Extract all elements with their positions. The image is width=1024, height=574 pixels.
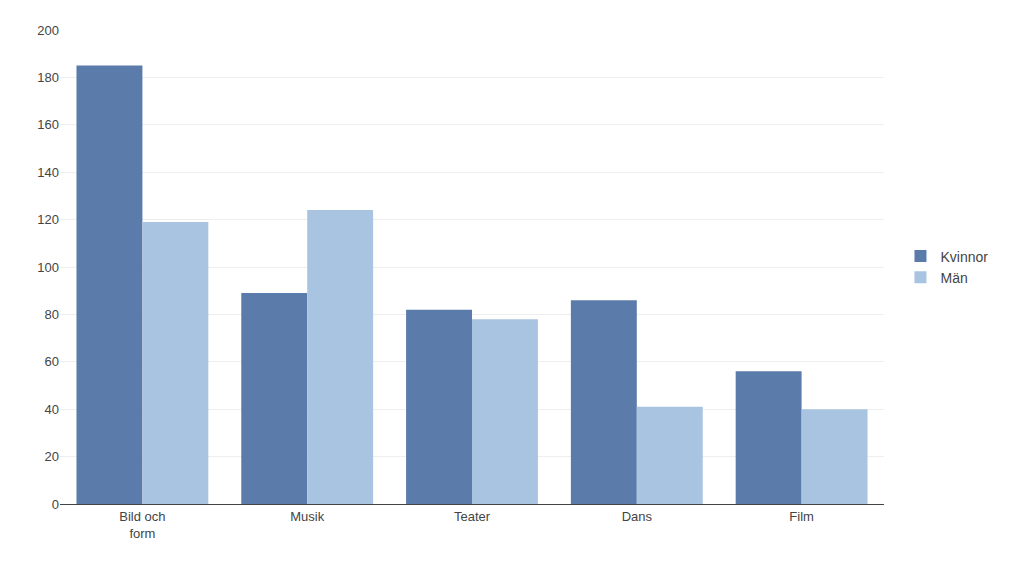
svg-text:120: 120 xyxy=(37,212,59,227)
svg-text:180: 180 xyxy=(37,70,59,85)
svg-text:Bild ochform: Bild ochform xyxy=(119,509,165,541)
svg-text:60: 60 xyxy=(45,354,59,369)
svg-text:Musik: Musik xyxy=(290,509,324,524)
svg-text:20: 20 xyxy=(45,449,59,464)
svg-text:Kvinnor: Kvinnor xyxy=(940,249,988,265)
svg-text:100: 100 xyxy=(37,260,59,275)
svg-text:160: 160 xyxy=(37,117,59,132)
svg-text:140: 140 xyxy=(37,165,59,180)
svg-text:200: 200 xyxy=(37,23,59,38)
svg-text:Dans: Dans xyxy=(622,509,653,524)
svg-text:Film: Film xyxy=(789,509,814,524)
svg-text:0: 0 xyxy=(52,497,59,512)
svg-text:40: 40 xyxy=(45,402,59,417)
svg-text:80: 80 xyxy=(45,307,59,322)
svg-text:Män: Män xyxy=(940,270,967,286)
svg-text:Teater: Teater xyxy=(454,509,491,524)
